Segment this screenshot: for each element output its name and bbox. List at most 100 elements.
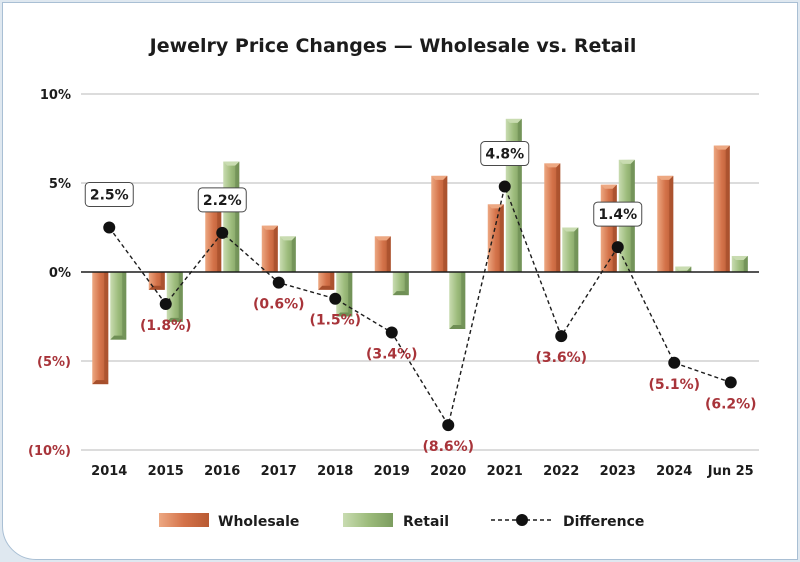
bar-retail-5-bevel-side bbox=[404, 272, 409, 296]
bar-wholesale-1 bbox=[148, 272, 165, 290]
data-label-11: (6.2%) bbox=[705, 396, 757, 412]
bar-wholesale-7-bevel-side bbox=[499, 204, 504, 272]
bar-retail-6-bevel-side bbox=[461, 272, 466, 329]
bar-retail-0 bbox=[110, 272, 127, 340]
data-label-bg-2 bbox=[197, 187, 247, 213]
difference-point-1 bbox=[159, 298, 172, 311]
bar-wholesale-6 bbox=[431, 175, 448, 272]
data-label-box-7: 4.8% bbox=[480, 141, 530, 167]
bar-wholesale-10-bevel-side bbox=[669, 175, 674, 272]
bar-wholesale-3-bevel-side bbox=[273, 225, 278, 272]
bar-wholesale-5-bevel-side bbox=[386, 236, 391, 272]
y-tick-label-3: (5%) bbox=[37, 355, 71, 370]
bar-retail-10 bbox=[675, 266, 692, 272]
bar-retail-11-bevel-side bbox=[743, 255, 748, 272]
data-label-4: (1.5%) bbox=[309, 313, 361, 329]
bar-retail-2-bevel-top bbox=[223, 161, 240, 166]
bar-wholesale-4 bbox=[318, 272, 335, 290]
difference-point-6 bbox=[442, 419, 455, 432]
difference-point-4 bbox=[329, 292, 342, 305]
chart: Jewelry Price Changes — Wholesale vs. Re… bbox=[28, 35, 759, 530]
data-label-box-0: 2.5% bbox=[84, 182, 134, 207]
legend-item-retail: Retail bbox=[343, 513, 449, 530]
x-tick-label-9: 2023 bbox=[600, 464, 636, 479]
bar-retail-4 bbox=[336, 272, 353, 317]
data-label-bg-0 bbox=[84, 182, 134, 207]
data-label-5: (3.4%) bbox=[366, 347, 418, 363]
y-tick-label-1: 5% bbox=[49, 177, 71, 192]
bar-retail-9-bevel-top bbox=[618, 159, 635, 164]
x-tick-label-0: 2014 bbox=[91, 464, 127, 479]
data-label-7: 4.8% bbox=[485, 147, 524, 163]
data-label-box-9: 1.4% bbox=[593, 201, 643, 227]
bar-retail-8-bevel-top bbox=[562, 227, 579, 232]
bar-retail-7-bevel-top bbox=[505, 118, 522, 123]
bar-wholesale-9-bevel-side bbox=[612, 184, 617, 272]
difference-polyline bbox=[108, 184, 731, 427]
x-tick-label-8: 2022 bbox=[543, 464, 579, 479]
x-tick-label-6: 2020 bbox=[430, 464, 466, 479]
bar-wholesale-1-bevel-side bbox=[160, 272, 165, 290]
data-label-0: 2.5% bbox=[90, 188, 129, 204]
bar-retail-1 bbox=[166, 272, 183, 322]
x-tick-label-1: 2015 bbox=[148, 464, 184, 479]
x-tick-label-5: 2019 bbox=[374, 464, 410, 479]
bar-retail-8-bevel-side bbox=[574, 227, 579, 272]
x-tick-label-2: 2016 bbox=[204, 464, 240, 479]
bar-wholesale-11 bbox=[713, 145, 730, 272]
bar-wholesale-0-bevel-bottom bbox=[92, 380, 109, 385]
legend-wholesale-label: Wholesale bbox=[218, 514, 299, 530]
bar-retail-0-bevel-bottom bbox=[110, 335, 127, 340]
bar-wholesale-4-bevel-side bbox=[330, 272, 335, 290]
bar-wholesale-9-bevel-top bbox=[600, 184, 617, 189]
bars bbox=[92, 118, 748, 385]
y-tick-label-0: 10% bbox=[40, 88, 71, 103]
bar-wholesale-3-bevel-top bbox=[261, 225, 278, 230]
bar-retail-3 bbox=[279, 236, 296, 272]
bar-retail-11-bevel-top bbox=[731, 255, 748, 260]
data-label-9: 1.4% bbox=[598, 207, 637, 223]
bar-retail-10-bevel-side bbox=[687, 266, 692, 272]
bar-retail-3-bevel-side bbox=[291, 236, 296, 272]
bar-wholesale-0-bevel-side bbox=[104, 272, 109, 385]
bar-wholesale-0 bbox=[92, 272, 109, 385]
bar-retail-8 bbox=[562, 227, 579, 272]
bar-retail-11 bbox=[731, 255, 748, 272]
difference-point-2 bbox=[216, 226, 229, 239]
bar-retail-2 bbox=[223, 161, 240, 272]
bar-retail-4-bevel-side bbox=[348, 272, 353, 317]
bar-wholesale-11-bevel-side bbox=[725, 145, 730, 272]
legend-difference-label: Difference bbox=[563, 514, 644, 530]
x-tick-label-10: 2024 bbox=[656, 464, 692, 479]
data-label-1: (1.8%) bbox=[140, 318, 192, 334]
data-label-8: (3.6%) bbox=[535, 350, 587, 366]
data-label-10: (5.1%) bbox=[648, 377, 700, 393]
legend-item-wholesale: Wholesale bbox=[159, 513, 299, 530]
x-tick-label-7: 2021 bbox=[487, 464, 523, 479]
bar-wholesale-10-bevel-top bbox=[657, 175, 674, 180]
bar-wholesale-5-bevel-top bbox=[374, 236, 391, 241]
bar-retail-3-bevel-top bbox=[279, 236, 296, 241]
difference-point-10 bbox=[668, 356, 681, 369]
y-tick-label-2: 0% bbox=[49, 266, 71, 281]
bar-wholesale-7 bbox=[487, 204, 504, 272]
legend-item-difference: Difference bbox=[491, 514, 644, 530]
bar-retail-5-bevel-bottom bbox=[392, 291, 409, 296]
data-labels: 2.5% (1.8%) 2.2% (0.6%)(1.5%) (3.4%) (8.6%) 4.… bbox=[84, 141, 757, 455]
x-tick-label-4: 2018 bbox=[317, 464, 353, 479]
difference-point-11 bbox=[724, 376, 737, 389]
bar-retail-1-bevel-side bbox=[178, 272, 183, 322]
legend-difference-marker bbox=[516, 514, 528, 526]
chart-title: Jewelry Price Changes — Wholesale vs. Re… bbox=[148, 35, 637, 57]
bar-retail-6-bevel-bottom bbox=[449, 324, 466, 329]
data-label-bg-7 bbox=[480, 141, 530, 167]
x-tick-label-3: 2017 bbox=[261, 464, 297, 479]
difference-point-0 bbox=[103, 221, 116, 234]
data-label-box-2: 2.2% bbox=[197, 187, 247, 213]
data-label-6: (8.6%) bbox=[422, 439, 474, 455]
data-label-2: 2.2% bbox=[203, 193, 242, 209]
bar-wholesale-8-bevel-top bbox=[544, 163, 561, 168]
difference-point-9 bbox=[611, 241, 624, 254]
grid: 10% 5% 0% (5%) (10%) bbox=[28, 88, 759, 459]
